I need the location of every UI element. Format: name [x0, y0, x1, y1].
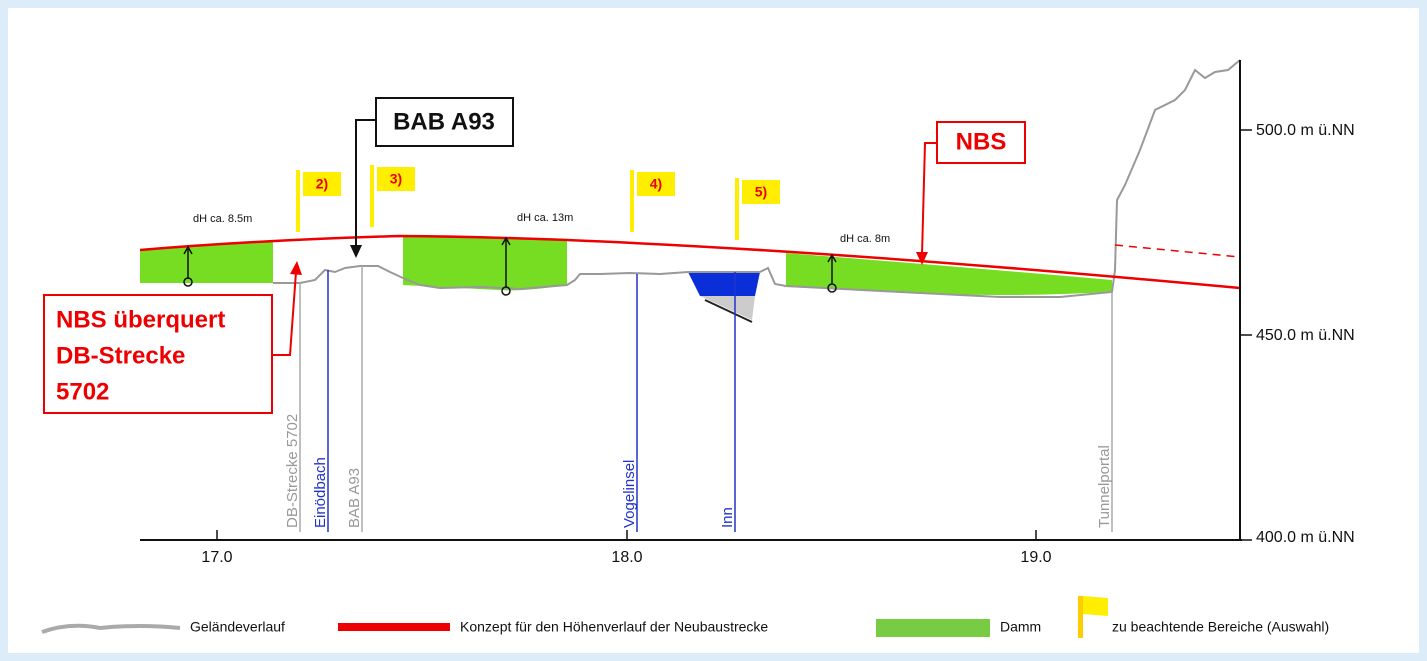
y-tick-label: 450.0 m ü.NN — [1256, 327, 1355, 344]
legend-swatch — [1078, 596, 1083, 638]
callout-text: DB-Strecke — [56, 342, 185, 369]
marker-label: Inn — [719, 507, 736, 528]
nbs-tunnel — [1114, 244, 1241, 258]
marker-label: BAB A93 — [346, 468, 363, 528]
flag-label: 2) — [316, 176, 328, 192]
y-tick-label: 500.0 m ü.NN — [1256, 122, 1355, 139]
callout-text: NBS überquert — [56, 306, 225, 333]
callout-arrow — [921, 142, 937, 256]
legend-label: Damm — [1000, 619, 1041, 635]
flag-label: 3) — [390, 171, 402, 187]
legend-swatch — [41, 623, 181, 634]
marker-label: Vogelinsel — [621, 460, 638, 528]
flag-label: 4) — [650, 176, 662, 192]
legend-swatch — [876, 619, 990, 637]
arrowhead — [350, 245, 362, 258]
legend-label: Konzept für den Höhenverlauf der Neubaus… — [460, 619, 768, 635]
legend-label: Geländeverlauf — [190, 619, 285, 635]
flag-label: 5) — [755, 184, 767, 200]
marker-label: Tunnelportal — [1096, 445, 1113, 528]
height-label: dH ca. 13m — [517, 212, 573, 224]
y-tick-label: 400.0 m ü.NN — [1256, 529, 1355, 546]
arrowhead — [916, 252, 928, 265]
dam — [786, 253, 1112, 295]
bed-line — [704, 299, 753, 323]
river — [688, 272, 760, 296]
callout-box — [375, 97, 514, 147]
callout-arrow — [355, 119, 376, 255]
scour — [700, 296, 755, 320]
marker-label: DB-Strecke 5702 — [284, 414, 301, 528]
nbs-line — [139, 234, 1241, 290]
height-label: dH ca. 8m — [840, 233, 890, 245]
arrowhead — [290, 261, 302, 275]
x-tick-label: 17.0 — [201, 549, 232, 566]
legend-label: zu beachtende Bereiche (Auswahl) — [1112, 619, 1329, 635]
legend-swatch — [338, 623, 450, 631]
flags — [296, 165, 780, 240]
ticks — [216, 129, 1252, 541]
callout-box — [43, 294, 273, 414]
callout-text: 5702 — [56, 378, 109, 405]
legend-swatch — [1083, 596, 1108, 616]
callout-text: NBS — [956, 128, 1007, 155]
x-tick-label: 19.0 — [1020, 549, 1051, 566]
height-label: dH ca. 8.5m — [193, 213, 252, 225]
dam — [140, 240, 273, 283]
callout-arrow — [272, 271, 297, 356]
dam — [403, 236, 567, 291]
terrain — [273, 59, 1241, 298]
x-tick-label: 18.0 — [611, 549, 642, 566]
height-arrows — [183, 236, 837, 296]
callout-text: BAB A93 — [393, 108, 495, 135]
marker-label: Einödbach — [312, 457, 329, 528]
